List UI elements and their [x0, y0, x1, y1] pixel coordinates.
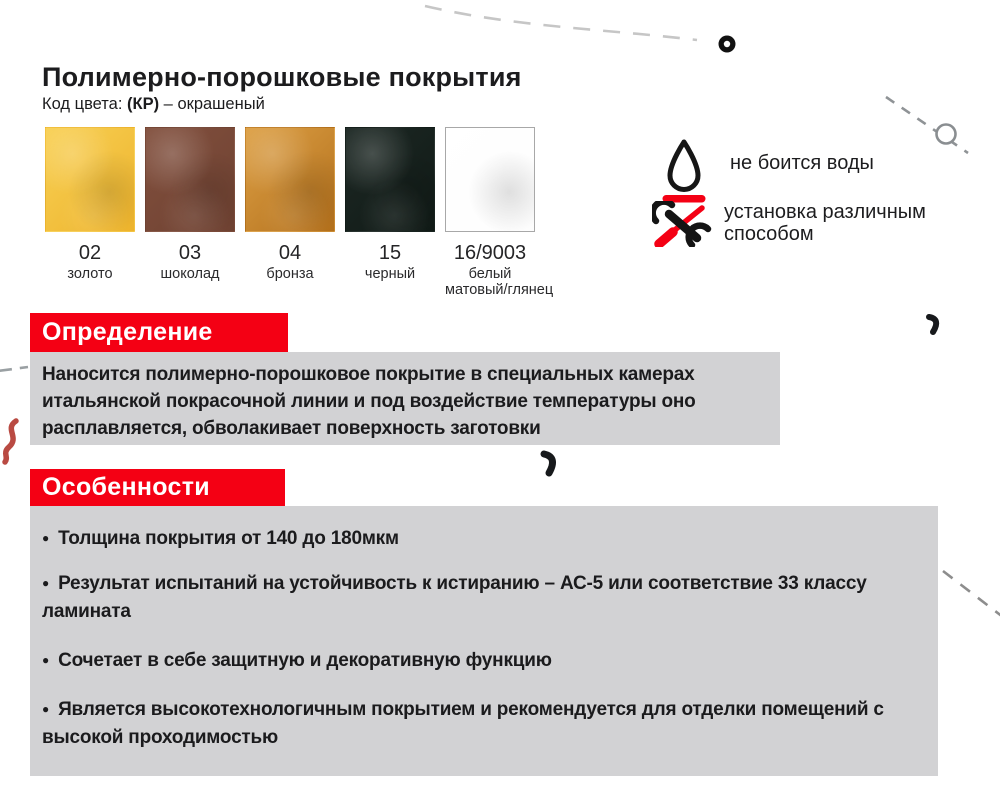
- dashed-line-bottom-right: [942, 569, 1000, 617]
- water-drop-icon: [662, 139, 706, 203]
- swatch-name: золото: [67, 266, 113, 282]
- page-title: Полимерно-порошковые покрытия: [42, 62, 522, 92]
- property-label: не боится воды: [730, 152, 874, 174]
- swatch-bronze-chip: [245, 127, 335, 232]
- swatch-white: 16/9003 белый матовый/глянец: [445, 127, 554, 298]
- feature-item: Результат испытаний на устойчивость к ис…: [42, 569, 922, 626]
- dashed-line-top-right: [885, 95, 969, 155]
- color-code-value: (КР): [127, 95, 160, 113]
- color-code-subtitle: Код цвета: (КР) – окрашеный: [42, 95, 265, 113]
- dash-left: [0, 365, 29, 373]
- definition-heading-label: Определение: [42, 318, 213, 346]
- swatch-name: белый: [468, 266, 512, 282]
- definition-heading: Определение: [30, 313, 288, 352]
- swatch-black-chip: [345, 127, 435, 232]
- swatch-code: 02: [78, 242, 102, 264]
- swatch-gold: 02 золото: [45, 127, 135, 297]
- swatch-code: 04: [278, 242, 302, 264]
- swatch-code: 15: [378, 242, 402, 264]
- features-heading: Особенности: [30, 469, 285, 506]
- swatch-gold-chip: [45, 127, 135, 232]
- swatch-name: черный: [364, 266, 416, 282]
- wrench-screwdriver-icon: [652, 201, 712, 247]
- swatch-bronze: 04 бронза: [245, 127, 335, 297]
- property-installation: установка различным способом: [652, 201, 974, 247]
- ring-marker: [935, 123, 957, 145]
- definition-body: Наносится полимерно-порошковое покрытие …: [30, 352, 780, 445]
- donut-dot: [718, 35, 736, 53]
- swatch-code: 03: [178, 242, 202, 264]
- swatch-name: бронза: [266, 266, 314, 282]
- feature-item: Является высокотехнологичным покрытием и…: [42, 695, 922, 752]
- swatch-black: 15 черный: [345, 127, 435, 297]
- swatch-name-extra: матовый/глянец: [445, 282, 554, 298]
- swatch-chocolate: 03 шоколад: [145, 127, 235, 297]
- features-heading-label: Особенности: [42, 473, 210, 501]
- property-label: установка различным способом: [724, 201, 926, 245]
- dashed-curve-top: [424, 4, 698, 42]
- feature-item: Толщина покрытия от 140 до 180мкм: [42, 524, 922, 553]
- color-swatch-row: 02 золото 03 шоколад 04 бронза 15 черный…: [45, 127, 554, 298]
- comma-mark-center: [540, 450, 556, 477]
- swatch-name: шоколад: [160, 266, 220, 282]
- swatch-chocolate-chip: [145, 127, 235, 232]
- comma-mark-right: [926, 314, 940, 335]
- feature-item: Сочетает в себе защитную и декоративную …: [42, 646, 922, 675]
- features-body: Толщина покрытия от 140 до 180мкм Резуль…: [30, 506, 938, 776]
- red-squiggle: [2, 418, 19, 465]
- swatch-white-chip: [445, 127, 535, 232]
- property-water-resistant: не боится воды: [662, 138, 874, 204]
- swatch-code: 16/9003: [453, 242, 527, 264]
